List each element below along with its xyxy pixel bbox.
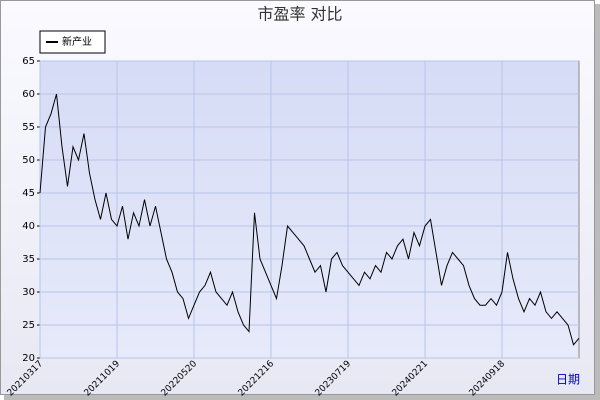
y-tick-label: 20	[22, 353, 35, 364]
legend-label: 新产业	[62, 35, 92, 48]
y-tick-label: 35	[22, 254, 35, 265]
shadow	[595, 4, 600, 400]
y-tick-label: 25	[22, 320, 35, 331]
chart-title: 市盈率 对比	[257, 5, 342, 24]
y-tick-label: 45	[22, 188, 35, 199]
y-tick-label: 55	[22, 122, 35, 133]
legend-box	[39, 30, 106, 54]
y-tick-label: 60	[22, 89, 35, 100]
y-tick-label: 50	[22, 155, 35, 166]
y-tick-label: 65	[22, 56, 35, 67]
x-axis-label: 日期	[556, 373, 580, 387]
y-tick-label: 30	[22, 287, 35, 298]
line-series	[39, 93, 580, 346]
shadow	[4, 395, 595, 400]
legend: 新产业	[39, 30, 106, 54]
y-tick-label: 40	[22, 221, 35, 232]
plot-area	[39, 60, 580, 359]
